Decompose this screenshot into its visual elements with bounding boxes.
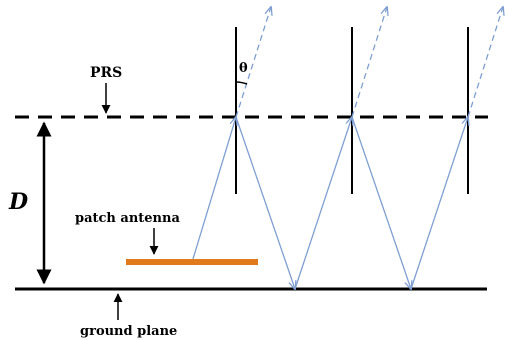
distance-label: D <box>8 189 28 215</box>
ray-segment-2 <box>235 116 295 289</box>
ground-plane-label: ground plane <box>80 324 177 339</box>
ray-segment-3 <box>294 117 352 290</box>
transmitted-ray-2 <box>351 7 387 118</box>
ray-segment-1 <box>192 117 236 260</box>
theta-angle-arc <box>235 81 248 85</box>
theta-label: θ <box>239 61 248 76</box>
ray-path <box>192 116 468 290</box>
prs-label: PRS <box>90 65 122 81</box>
ray-segment-5 <box>410 117 468 290</box>
patch-antenna <box>126 259 258 265</box>
transmitted-ray-3 <box>467 7 503 118</box>
patch-antenna-label: patch antenna <box>75 211 180 226</box>
ray-segment-4 <box>351 116 411 289</box>
transmitted-rays <box>235 7 503 118</box>
